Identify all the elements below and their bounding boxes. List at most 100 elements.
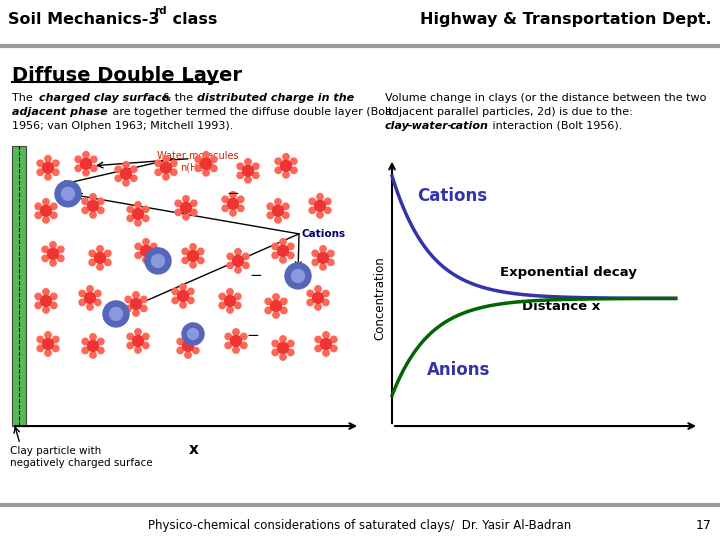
Circle shape bbox=[82, 198, 89, 205]
Circle shape bbox=[187, 328, 199, 340]
Circle shape bbox=[42, 289, 49, 295]
Circle shape bbox=[187, 251, 199, 261]
Circle shape bbox=[328, 259, 334, 266]
Circle shape bbox=[45, 156, 51, 162]
Circle shape bbox=[230, 210, 236, 216]
Circle shape bbox=[84, 293, 96, 303]
Circle shape bbox=[230, 192, 236, 198]
Circle shape bbox=[185, 352, 192, 358]
Circle shape bbox=[87, 303, 93, 310]
Circle shape bbox=[317, 194, 323, 200]
Text: –water–: –water– bbox=[407, 121, 454, 131]
Circle shape bbox=[233, 255, 243, 266]
Circle shape bbox=[150, 252, 157, 259]
Text: distributed charge in the: distributed charge in the bbox=[197, 93, 354, 103]
Circle shape bbox=[132, 292, 139, 298]
Circle shape bbox=[182, 248, 189, 254]
Circle shape bbox=[50, 293, 57, 300]
Circle shape bbox=[281, 307, 287, 314]
Circle shape bbox=[330, 345, 337, 352]
Circle shape bbox=[48, 248, 58, 259]
Text: Soil Mechanics-3: Soil Mechanics-3 bbox=[8, 12, 160, 28]
Text: adjacent parallel particles, 2d) is due to the:: adjacent parallel particles, 2d) is due … bbox=[385, 107, 633, 117]
Circle shape bbox=[182, 257, 189, 264]
Circle shape bbox=[53, 169, 59, 176]
Circle shape bbox=[227, 307, 233, 313]
Circle shape bbox=[120, 168, 132, 179]
Circle shape bbox=[330, 336, 337, 343]
Circle shape bbox=[185, 334, 192, 340]
Text: are together termed the diffuse double layer (Bolt: are together termed the diffuse double l… bbox=[109, 107, 392, 117]
Circle shape bbox=[271, 300, 282, 312]
Circle shape bbox=[267, 203, 274, 210]
Circle shape bbox=[315, 336, 321, 343]
Circle shape bbox=[53, 336, 59, 343]
Circle shape bbox=[150, 243, 157, 249]
Circle shape bbox=[42, 246, 48, 253]
Circle shape bbox=[61, 187, 74, 200]
Circle shape bbox=[195, 156, 202, 163]
Circle shape bbox=[238, 196, 244, 202]
Circle shape bbox=[127, 342, 133, 349]
Circle shape bbox=[82, 207, 89, 213]
Text: clay: clay bbox=[385, 121, 410, 131]
Circle shape bbox=[45, 173, 51, 180]
Circle shape bbox=[155, 160, 161, 166]
Circle shape bbox=[275, 199, 282, 205]
Circle shape bbox=[253, 163, 259, 170]
Circle shape bbox=[210, 156, 217, 163]
Circle shape bbox=[53, 345, 59, 352]
Circle shape bbox=[143, 215, 149, 221]
Circle shape bbox=[45, 350, 51, 356]
Circle shape bbox=[181, 202, 192, 213]
Circle shape bbox=[225, 295, 235, 306]
Circle shape bbox=[273, 312, 279, 318]
Circle shape bbox=[58, 255, 64, 261]
Circle shape bbox=[135, 329, 141, 335]
Circle shape bbox=[88, 200, 99, 211]
Circle shape bbox=[104, 259, 111, 266]
Circle shape bbox=[125, 296, 132, 302]
Circle shape bbox=[143, 206, 149, 213]
Circle shape bbox=[143, 342, 149, 349]
Circle shape bbox=[282, 203, 289, 210]
Circle shape bbox=[50, 203, 57, 210]
Circle shape bbox=[87, 286, 93, 292]
Circle shape bbox=[123, 161, 129, 168]
Circle shape bbox=[275, 217, 282, 223]
Circle shape bbox=[312, 250, 318, 256]
Circle shape bbox=[312, 259, 318, 266]
Circle shape bbox=[183, 214, 189, 220]
Circle shape bbox=[238, 205, 244, 212]
Circle shape bbox=[79, 299, 86, 306]
Circle shape bbox=[235, 267, 241, 273]
Circle shape bbox=[309, 198, 315, 205]
Text: Exponential decay: Exponential decay bbox=[500, 266, 637, 279]
Circle shape bbox=[135, 201, 141, 208]
Circle shape bbox=[96, 246, 103, 252]
Circle shape bbox=[172, 297, 179, 303]
Circle shape bbox=[287, 340, 294, 347]
Circle shape bbox=[175, 209, 181, 215]
Circle shape bbox=[55, 181, 81, 207]
Circle shape bbox=[58, 246, 64, 253]
Circle shape bbox=[42, 163, 53, 173]
Circle shape bbox=[273, 294, 279, 300]
Text: charged clay surface: charged clay surface bbox=[39, 93, 169, 103]
Circle shape bbox=[145, 248, 171, 274]
Text: Cations: Cations bbox=[417, 187, 487, 205]
Circle shape bbox=[200, 158, 212, 170]
Circle shape bbox=[225, 342, 231, 349]
Circle shape bbox=[161, 163, 171, 173]
Circle shape bbox=[143, 333, 149, 340]
Circle shape bbox=[171, 160, 177, 166]
Circle shape bbox=[155, 169, 161, 176]
Circle shape bbox=[40, 295, 52, 306]
Circle shape bbox=[98, 338, 104, 345]
Circle shape bbox=[195, 165, 202, 172]
Circle shape bbox=[320, 339, 331, 349]
Circle shape bbox=[272, 243, 279, 249]
Circle shape bbox=[190, 244, 196, 250]
Circle shape bbox=[287, 349, 294, 356]
Circle shape bbox=[79, 290, 86, 296]
